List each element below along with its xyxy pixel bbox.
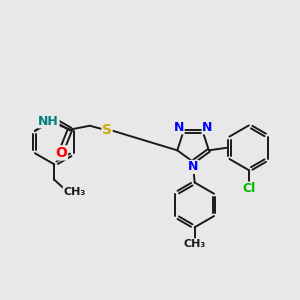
Text: CH₃: CH₃: [63, 187, 86, 197]
Text: N: N: [188, 160, 198, 173]
Text: O: O: [56, 146, 67, 160]
Text: N: N: [202, 121, 212, 134]
Text: NH: NH: [38, 115, 59, 128]
Text: N: N: [174, 121, 184, 134]
Text: CH₃: CH₃: [184, 239, 206, 249]
Text: S: S: [102, 123, 112, 136]
Text: Cl: Cl: [242, 182, 255, 195]
